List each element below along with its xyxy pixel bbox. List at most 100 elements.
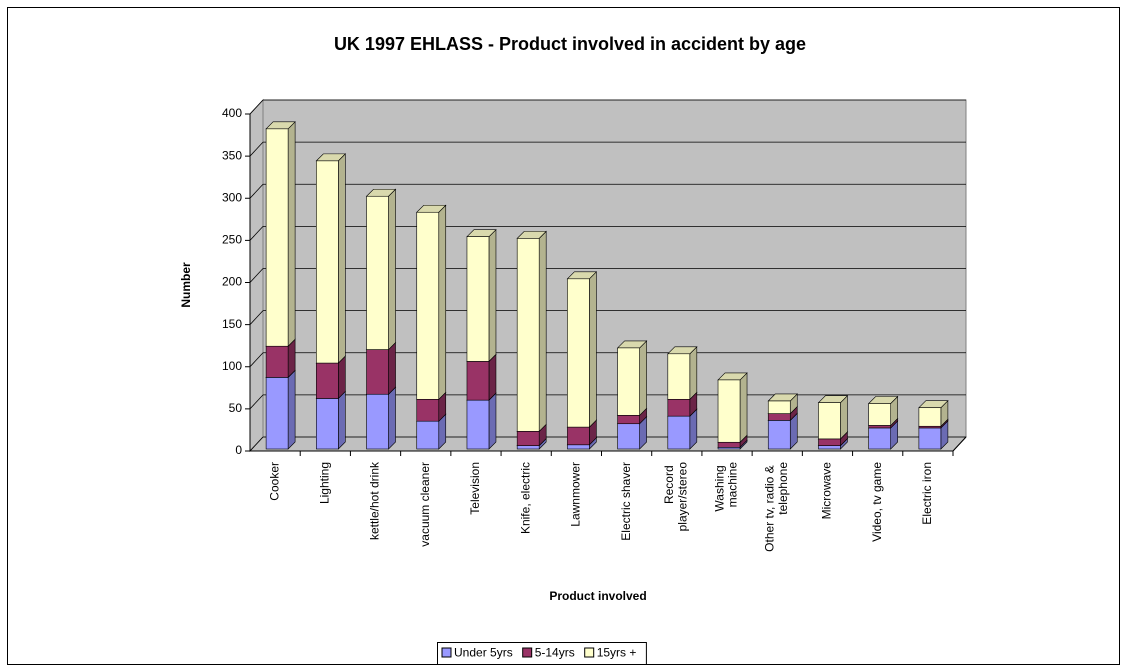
y-tick-label: 250: [222, 233, 242, 247]
chart-title: UK 1997 EHLASS - Product involved in acc…: [334, 34, 806, 54]
x-tick-label: Lighting: [317, 462, 331, 504]
bar: [366, 349, 389, 395]
y-tick-label: 150: [222, 317, 242, 331]
bar-side: [538, 230, 547, 433]
bar: [617, 414, 640, 425]
bar: [466, 399, 490, 450]
bar-side: [840, 394, 848, 440]
bar: [818, 438, 841, 446]
grid-line: [249, 141, 264, 157]
bar: [516, 445, 540, 450]
bar: [416, 398, 440, 422]
y-tick-label: 400: [222, 106, 242, 120]
bar: [466, 236, 490, 362]
bar: [818, 445, 841, 450]
bar: [366, 393, 389, 450]
grid-line: [249, 268, 264, 283]
x-tick-label: Washing machine: [713, 462, 740, 512]
x-tick-label: Television: [468, 462, 482, 515]
bar: [265, 345, 289, 378]
bar: [316, 398, 339, 450]
y-tick-label: 0: [235, 443, 242, 457]
bar-side: [388, 188, 396, 351]
legend-swatch: [522, 647, 533, 658]
bar: [265, 128, 289, 347]
legend-label: Under 5yrs: [454, 646, 513, 660]
grid-line: [249, 394, 264, 410]
x-tick-label: Electric shaver: [619, 462, 633, 541]
bar-side: [388, 341, 396, 395]
bar: [466, 361, 490, 401]
x-tick-label: vacuum cleaner: [418, 462, 432, 547]
bar: [767, 413, 791, 421]
bar: [516, 431, 540, 446]
legend-swatch: [584, 647, 595, 658]
bar: [818, 402, 841, 440]
bar: [868, 425, 891, 429]
bar: [316, 160, 339, 364]
bar: [667, 415, 691, 450]
bar: [617, 423, 640, 450]
bar: [667, 353, 691, 400]
legend-swatch: [441, 647, 452, 658]
x-tick-label: Other tv, radio & telephone: [763, 462, 790, 552]
bar-side: [589, 271, 597, 428]
bar-side: [689, 346, 698, 401]
bar: [717, 379, 741, 443]
legend-label: 15yrs +: [597, 646, 637, 660]
bar: [265, 377, 289, 450]
y-tick-label: 300: [222, 190, 242, 204]
bar-side: [438, 204, 447, 401]
bar-side: [739, 372, 748, 443]
y-tick-label: 100: [222, 359, 242, 373]
x-tick-label: Microwave: [820, 462, 834, 520]
x-tick-label: Record player/stereo: [662, 462, 689, 532]
bar-side: [639, 340, 647, 417]
bar: [416, 211, 440, 400]
x-tick-label: kettle/hot drink: [368, 461, 382, 540]
grid-line: [249, 226, 264, 241]
x-tick-label: Knife, electric: [518, 462, 532, 534]
bar-side: [488, 228, 497, 363]
bar: [667, 398, 691, 417]
y-tick-label: 350: [222, 148, 242, 162]
bar-side: [338, 153, 346, 364]
bar: [567, 444, 590, 450]
x-axis-title: Product involved: [549, 589, 646, 603]
y-tick-label: 50: [229, 401, 243, 415]
grid-line: [249, 183, 264, 199]
bar: [767, 420, 791, 450]
bar: [767, 400, 791, 414]
bar: [617, 347, 640, 416]
bar: [717, 441, 741, 448]
grid-line: [249, 99, 264, 115]
bar: [567, 426, 590, 446]
bar: [416, 420, 440, 450]
floor: [248, 436, 968, 452]
bar-side: [338, 390, 346, 450]
grid-line: [249, 352, 264, 368]
bar: [868, 427, 891, 450]
bar-side: [287, 121, 296, 347]
bar: [316, 362, 339, 399]
y-axis-title: Number: [179, 262, 193, 308]
bar: [516, 238, 540, 432]
grid-line: [249, 310, 264, 325]
bar-side: [388, 386, 396, 450]
bar: [918, 407, 942, 427]
bar: [567, 278, 590, 428]
x-tick-label: Video, tv game: [870, 462, 884, 542]
bar: [918, 427, 942, 450]
legend-label: 5-14yrs: [535, 646, 575, 660]
x-tick-label: Cooker: [267, 462, 281, 501]
x-tick-label: Electric iron: [920, 462, 934, 525]
bar-side: [488, 353, 497, 401]
bar-side: [488, 392, 497, 450]
bar: [868, 403, 891, 426]
x-axis-depth: [952, 436, 967, 452]
grid-line: [249, 436, 264, 452]
x-tick-label: Lawnmower: [569, 462, 583, 527]
y-tick-label: 200: [222, 275, 242, 289]
bar-side: [287, 369, 296, 450]
